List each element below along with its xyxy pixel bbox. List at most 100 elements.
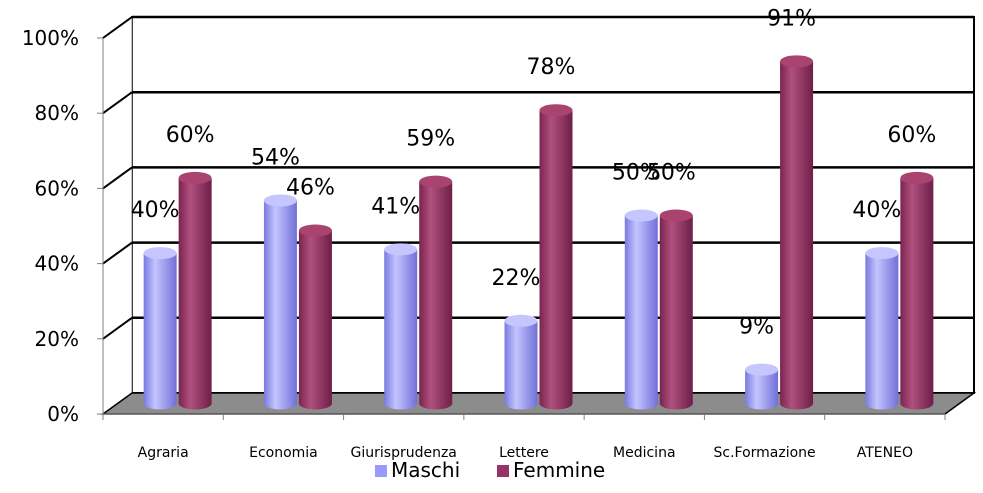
data-label: 40% — [852, 198, 901, 223]
data-label: 50% — [612, 161, 661, 186]
legend-label: Maschi — [391, 458, 460, 482]
x-tick-label: Economia — [249, 445, 318, 461]
bar-cap — [539, 104, 573, 117]
bar-cap — [263, 194, 297, 207]
bar — [143, 247, 177, 410]
bar — [384, 243, 418, 410]
x-tick-label: Medicina — [613, 445, 676, 461]
bar-body — [865, 253, 899, 404]
bar — [865, 247, 899, 410]
bar-base — [659, 397, 693, 410]
data-label: 59% — [406, 127, 455, 152]
data-label: 41% — [371, 194, 420, 219]
bar-base — [384, 397, 418, 410]
data-label: 54% — [251, 145, 300, 170]
legend-label: Femmine — [513, 458, 605, 482]
data-label: 91% — [767, 6, 816, 31]
legend-swatch — [375, 465, 387, 477]
bar-body — [539, 110, 573, 404]
bar-base — [419, 397, 453, 410]
bar-base — [780, 397, 814, 410]
bar — [659, 209, 693, 410]
data-label: 60% — [887, 123, 936, 148]
bar-cap — [298, 224, 332, 237]
bar-base — [263, 397, 297, 410]
bar-base — [178, 397, 212, 410]
bar-cap — [504, 314, 538, 327]
bar-base — [298, 397, 332, 410]
legend-item: Maschi — [375, 458, 460, 482]
bar-base — [900, 397, 934, 410]
bar-body — [384, 249, 418, 404]
bar-body — [298, 230, 332, 404]
bar-cap — [178, 171, 212, 184]
bar-body — [178, 177, 212, 404]
bar-body — [419, 181, 453, 404]
gridline-side — [102, 16, 133, 39]
bars — [143, 55, 934, 410]
bar-body — [504, 320, 538, 404]
legend-swatch — [497, 465, 509, 477]
bar — [624, 209, 658, 410]
bar-cap — [143, 247, 177, 260]
bar-base — [539, 397, 573, 410]
data-label: 9% — [739, 315, 774, 340]
axes: 0% 20% 40% 60% 80% 100% Agraria Economia Giurisp… — [22, 26, 946, 461]
bar-cap — [900, 171, 934, 184]
bar — [504, 314, 538, 410]
bar-base — [865, 397, 899, 410]
bar-cap — [659, 209, 693, 222]
y-tick-label: 20% — [35, 327, 79, 351]
bar-body — [624, 215, 658, 404]
bar-body — [900, 177, 934, 404]
bar — [780, 55, 814, 410]
legend: Maschi Femmine — [375, 458, 605, 482]
bar — [900, 171, 934, 410]
x-tick-label: Agraria — [138, 445, 189, 461]
bar-base — [504, 397, 538, 410]
x-tick-label: ATENEO — [857, 445, 913, 461]
bar — [298, 224, 332, 410]
y-tick-label: 0% — [47, 402, 79, 426]
bar-cap — [780, 55, 814, 68]
bar-body — [143, 253, 177, 404]
y-tick-label: 80% — [35, 101, 79, 125]
data-label: 60% — [166, 123, 215, 148]
data-label: 78% — [527, 55, 576, 80]
data-label: 22% — [492, 266, 541, 291]
gridline-side — [102, 241, 133, 265]
bar-cap — [384, 243, 418, 256]
bar — [178, 171, 212, 410]
y-tick-label: 60% — [35, 176, 79, 200]
bar — [419, 175, 453, 410]
bar-base — [143, 397, 177, 410]
data-label: 40% — [131, 198, 180, 223]
bar — [539, 104, 573, 410]
bar-body — [263, 200, 297, 404]
y-tick-label: 40% — [35, 252, 79, 276]
bar-cap — [865, 247, 899, 260]
bar-base — [624, 397, 658, 410]
gridline-side — [102, 91, 133, 115]
y-tick-label: 100% — [22, 26, 79, 50]
x-tick-label: Sc.Formazione — [713, 445, 815, 461]
gridline-side — [102, 316, 133, 340]
x-tick-label: Lettere — [499, 445, 549, 461]
bar-cap — [745, 363, 779, 376]
bar-body — [780, 61, 814, 404]
legend-item: Femmine — [497, 458, 605, 482]
bar-cap — [624, 209, 658, 222]
data-label: 46% — [286, 176, 335, 201]
gridline-side — [102, 166, 133, 190]
x-tick-label: Giurisprudenza — [351, 445, 457, 461]
data-label: 50% — [647, 161, 696, 186]
bar — [745, 363, 779, 410]
side-wall — [102, 16, 133, 415]
bar — [263, 194, 297, 410]
bar-body — [659, 215, 693, 404]
bar-base — [745, 397, 779, 410]
bar-cap — [419, 175, 453, 188]
data-labels: 40% 60% 54% 46% 41% 59% 22% 78% 50%50% 9% 91% 40% 60… — [131, 6, 937, 339]
